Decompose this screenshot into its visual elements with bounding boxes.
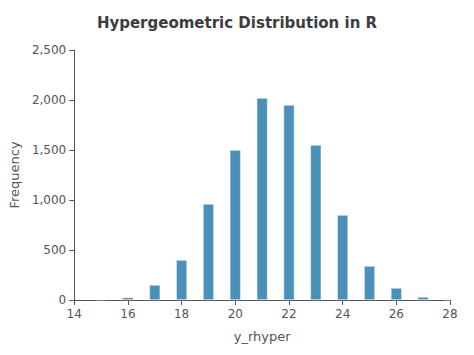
svg-text:500: 500	[43, 243, 66, 257]
svg-text:y_rhyper: y_rhyper	[234, 329, 291, 344]
svg-text:14: 14	[67, 307, 82, 321]
svg-text:1,000: 1,000	[32, 193, 66, 207]
svg-text:1,500: 1,500	[32, 143, 66, 157]
svg-text:22: 22	[281, 307, 296, 321]
svg-text:26: 26	[389, 307, 404, 321]
svg-text:16: 16	[120, 307, 135, 321]
svg-text:24: 24	[335, 307, 350, 321]
svg-text:Frequency: Frequency	[7, 141, 22, 208]
svg-text:2,500: 2,500	[32, 43, 66, 57]
svg-text:18: 18	[174, 307, 189, 321]
svg-text:0: 0	[59, 293, 67, 307]
svg-text:28: 28	[442, 307, 457, 321]
svg-text:Hypergeometric Distribution in: Hypergeometric Distribution in R	[97, 14, 378, 32]
svg-text:20: 20	[228, 307, 243, 321]
svg-text:2,000: 2,000	[32, 93, 66, 107]
